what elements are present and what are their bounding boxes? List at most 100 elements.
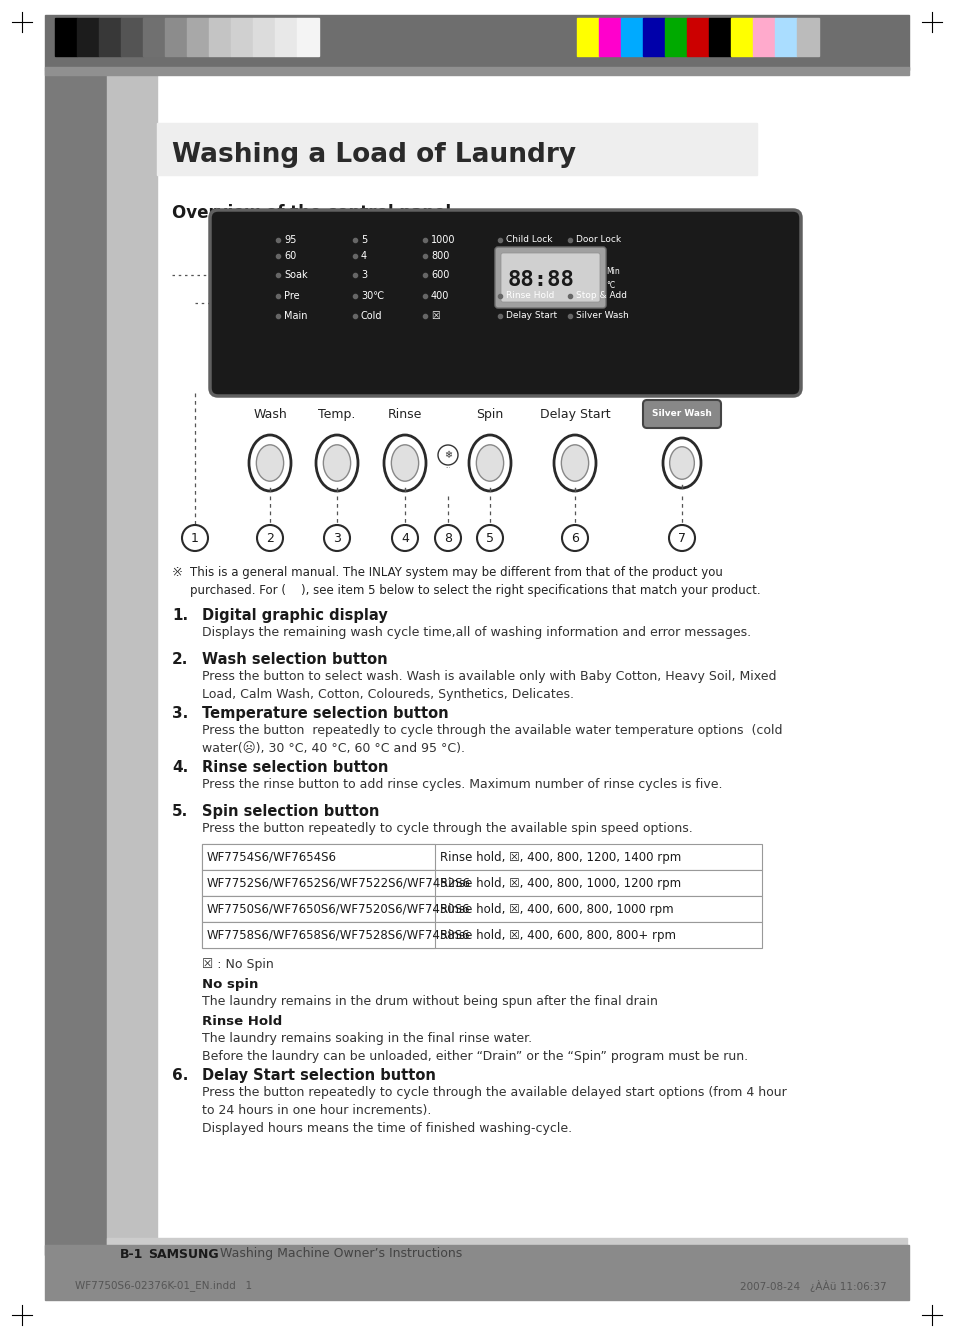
Text: Rinse Hold: Rinse Hold (505, 291, 554, 301)
Text: WF7750S6/WF7650S6/WF7520S6/WF7450S6: WF7750S6/WF7650S6/WF7520S6/WF7450S6 (207, 902, 470, 916)
Bar (202, 896, 761, 923)
Bar (686, 17, 708, 56)
Text: 30℃: 30℃ (360, 291, 384, 301)
Ellipse shape (469, 435, 511, 491)
Bar (296, 17, 318, 56)
Text: WF7758S6/WF7658S6/WF7528S6/WF7458S6: WF7758S6/WF7658S6/WF7528S6/WF7458S6 (207, 928, 470, 941)
Text: The laundry remains soaking in the final rinse water.
Before the laundry can be : The laundry remains soaking in the final… (202, 1032, 747, 1063)
Text: WF7754S6/WF7654S6: WF7754S6/WF7654S6 (207, 850, 336, 864)
Text: This is a general manual. The INLAY system may be different from that of the pro: This is a general manual. The INLAY syst… (190, 566, 760, 598)
Text: Main: Main (284, 312, 307, 321)
Bar (157, 175, 906, 1255)
Text: Min: Min (605, 267, 619, 277)
Circle shape (437, 445, 457, 465)
Text: 400: 400 (431, 291, 449, 301)
Ellipse shape (560, 445, 588, 481)
Text: Press the rinse button to add rinse cycles. Maximum number of rinse cycles is fi: Press the rinse button to add rinse cycl… (202, 778, 721, 792)
Text: Temperature selection button: Temperature selection button (202, 706, 448, 721)
Text: 5.: 5. (172, 804, 188, 820)
Bar (45, 15, 908, 70)
Text: Displays the remaining wash cycle time,all of washing information and error mess: Displays the remaining wash cycle time,a… (202, 626, 750, 639)
FancyBboxPatch shape (495, 247, 605, 308)
Bar (45, 70, 107, 1255)
Text: ...: ... (445, 464, 450, 469)
Bar (730, 17, 752, 56)
Ellipse shape (249, 435, 291, 491)
Text: Delay Start selection button: Delay Start selection button (202, 1068, 436, 1083)
Circle shape (324, 525, 350, 551)
Text: 1: 1 (191, 532, 199, 544)
Text: 4: 4 (400, 532, 409, 544)
Text: 5: 5 (360, 235, 367, 245)
Text: 2: 2 (266, 532, 274, 544)
Text: Temp.: Temp. (318, 408, 355, 421)
Bar (55, 17, 77, 56)
Text: Digital graphic display: Digital graphic display (202, 608, 387, 623)
Bar (202, 870, 435, 896)
Text: Washing a Load of Laundry: Washing a Load of Laundry (172, 142, 576, 168)
Text: 7: 7 (678, 532, 685, 544)
Ellipse shape (476, 445, 503, 481)
Bar (253, 17, 274, 56)
Text: Wash: Wash (253, 408, 287, 421)
Text: 5: 5 (485, 532, 494, 544)
Text: Rinse Hold: Rinse Hold (202, 1015, 282, 1028)
Circle shape (668, 525, 695, 551)
Text: 3: 3 (360, 270, 367, 279)
Ellipse shape (554, 435, 596, 491)
Text: The laundry remains in the drum without being spun after the final drain: The laundry remains in the drum without … (202, 995, 658, 1008)
Bar (664, 17, 686, 56)
Bar (202, 870, 761, 896)
Text: No spin: No spin (202, 977, 258, 991)
Text: 2.: 2. (172, 652, 188, 667)
Text: 4: 4 (360, 251, 367, 261)
FancyBboxPatch shape (210, 210, 801, 396)
Circle shape (435, 525, 460, 551)
Text: 3.: 3. (172, 706, 188, 721)
Text: 2007-08-24   ¿ÀÀü 11:06:37: 2007-08-24 ¿ÀÀü 11:06:37 (740, 1280, 885, 1292)
FancyBboxPatch shape (500, 253, 599, 302)
Text: Door Lock: Door Lock (576, 235, 620, 245)
Text: 6.: 6. (172, 1068, 188, 1083)
Text: ☒ : No Spin: ☒ : No Spin (202, 959, 274, 971)
Ellipse shape (384, 435, 426, 491)
Text: Wash selection button: Wash selection button (202, 652, 387, 667)
Text: B-1: B-1 (120, 1247, 143, 1261)
Text: 88:88: 88:88 (507, 270, 575, 290)
Text: WF7750S6-02376K-01_EN.indd   1: WF7750S6-02376K-01_EN.indd 1 (75, 1280, 252, 1292)
Bar (752, 17, 774, 56)
Bar (121, 17, 143, 56)
Text: Rinse hold, ☒, 400, 600, 800, 1000 rpm: Rinse hold, ☒, 400, 600, 800, 1000 rpm (439, 902, 673, 916)
Bar (157, 123, 757, 175)
Text: SAMSUNG: SAMSUNG (148, 1247, 218, 1261)
Bar (77, 17, 99, 56)
Text: Child Lock: Child Lock (505, 235, 552, 245)
Text: Press the button  repeatedly to cycle through the available water temperature op: Press the button repeatedly to cycle thr… (202, 725, 781, 755)
Text: 8: 8 (443, 532, 452, 544)
Bar (107, 1238, 906, 1267)
Bar (708, 17, 730, 56)
Text: Spin: Spin (476, 408, 503, 421)
Text: ☒: ☒ (431, 312, 439, 321)
Text: Press the button repeatedly to cycle through the available spin speed options.: Press the button repeatedly to cycle thr… (202, 822, 692, 836)
Text: 1000: 1000 (431, 235, 455, 245)
Bar (202, 923, 761, 948)
Ellipse shape (391, 445, 418, 481)
Ellipse shape (662, 439, 700, 488)
Text: Stop & Add: Stop & Add (576, 291, 626, 301)
Bar (231, 17, 253, 56)
Text: WF7752S6/WF7652S6/WF7522S6/WF7452S6: WF7752S6/WF7652S6/WF7522S6/WF7452S6 (207, 877, 471, 889)
Text: Rinse: Rinse (388, 408, 422, 421)
Bar (165, 17, 187, 56)
Bar (45, 1245, 908, 1300)
Bar (107, 70, 157, 1255)
Bar (577, 17, 598, 56)
Text: Press the button to select wash. Wash is available only with Baby Cotton, Heavy : Press the button to select wash. Wash is… (202, 670, 776, 701)
Circle shape (392, 525, 417, 551)
Text: Spin selection button: Spin selection button (202, 804, 379, 820)
Text: Delay Start: Delay Start (539, 408, 610, 421)
Text: 6: 6 (571, 532, 578, 544)
Bar (598, 17, 620, 56)
Text: Delay Start: Delay Start (505, 312, 557, 321)
Text: °C: °C (605, 281, 615, 290)
